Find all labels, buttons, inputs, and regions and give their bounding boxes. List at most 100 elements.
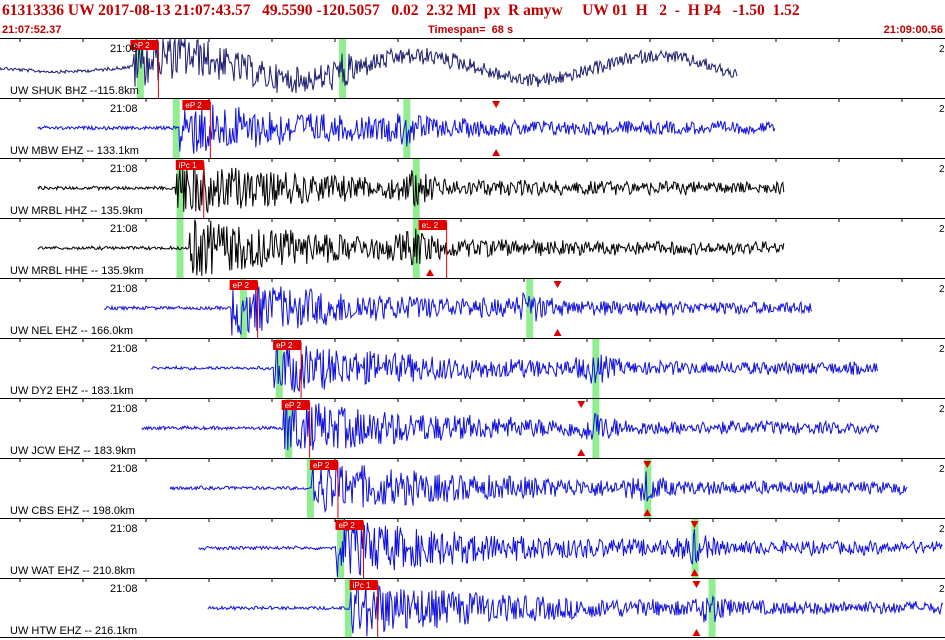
waveform-trace bbox=[37, 104, 776, 154]
channel-row[interactable]: eP 2 21:08 UW NEL EHZ -- 166.0km 2 bbox=[0, 278, 945, 338]
pick-marker[interactable] bbox=[229, 280, 258, 290]
station-label: UW JCW EHZ -- 183.9km bbox=[10, 445, 136, 457]
green-marker bbox=[176, 219, 184, 278]
green-marker bbox=[344, 579, 352, 638]
arrow-down-icon bbox=[577, 401, 586, 408]
row-right-label: 2 bbox=[939, 524, 945, 535]
start-time-label: 21:07:52.37 bbox=[2, 24, 62, 36]
green-marker bbox=[526, 279, 534, 338]
waveform-trace bbox=[151, 345, 879, 393]
waveform-trace bbox=[37, 162, 785, 213]
station-label: UW HTW EHZ -- 216.1km bbox=[10, 625, 137, 637]
pick-marker[interactable] bbox=[418, 220, 447, 230]
row-time-label: 21:08 bbox=[110, 343, 138, 355]
pick-marker[interactable] bbox=[175, 160, 204, 170]
pick-label: eP 2 bbox=[185, 101, 202, 110]
row-time-label: 21:08 bbox=[110, 163, 138, 175]
pick-label: eP 2 bbox=[276, 341, 293, 350]
arrow-down-icon bbox=[690, 521, 699, 528]
row-time-label: 21:08 bbox=[110, 403, 138, 415]
waveform-trace bbox=[37, 219, 785, 276]
arrow-up-icon bbox=[425, 269, 434, 276]
channel-row[interactable]: eP 2 21:08 UW MBW EHZ -- 133.1km 2 bbox=[0, 98, 945, 158]
channel-row[interactable]: eP 2 21:08 UW JCW EHZ -- 183.9km 2 bbox=[0, 398, 945, 458]
pick-label: eP 2 bbox=[285, 401, 302, 410]
station-label: UW SHUK BHZ --115.8km bbox=[10, 85, 139, 97]
row-time-label: 21:08 bbox=[110, 523, 138, 535]
row-time-label: 21:08 bbox=[110, 463, 138, 475]
timespan-label: Timespan= 68 s bbox=[428, 24, 514, 36]
row-right-label: 2 bbox=[939, 344, 945, 355]
green-marker bbox=[644, 459, 652, 518]
channel-row[interactable]: eP 2 21:08 UW DY2 EHZ -- 183.1km 2 bbox=[0, 338, 945, 398]
arrow-down-icon bbox=[492, 101, 501, 108]
end-time-label: 21:09:00.56 bbox=[883, 24, 943, 36]
channel-row[interactable]: eP 2 21:08 UW WAT EHZ -- 210.8km 2 bbox=[0, 518, 945, 578]
row-time-label: 21:08 bbox=[110, 43, 138, 55]
waveform-trace bbox=[104, 283, 813, 336]
arrow-up-icon bbox=[553, 329, 562, 336]
arrow-down-icon bbox=[692, 581, 701, 588]
green-marker bbox=[592, 339, 600, 398]
header-bar: 61313336 UW 2017-08-13 21:07:43.57 49.55… bbox=[0, 0, 945, 38]
row-right-label: 2 bbox=[939, 164, 945, 175]
row-time-label: 21:08 bbox=[110, 583, 138, 595]
arrow-up-icon bbox=[692, 629, 701, 636]
pick-marker[interactable] bbox=[309, 460, 338, 470]
row-right-label: 2 bbox=[939, 224, 945, 235]
green-marker bbox=[136, 39, 144, 98]
arrow-down-icon bbox=[425, 221, 434, 228]
row-time-label: 21:08 bbox=[110, 223, 138, 235]
pick-label: eP 2 bbox=[233, 281, 250, 290]
station-label: UW DY2 EHZ -- 183.1km bbox=[10, 385, 133, 397]
row-time-label: 21:08 bbox=[110, 103, 138, 115]
pick-marker[interactable] bbox=[281, 400, 310, 410]
pick-label: eP 2 bbox=[313, 461, 330, 470]
event-summary-title: 61313336 UW 2017-08-13 21:07:43.57 49.55… bbox=[2, 2, 800, 19]
pick-marker[interactable] bbox=[335, 520, 364, 530]
arrow-up-icon bbox=[690, 569, 699, 576]
green-marker bbox=[708, 579, 716, 638]
station-label: UW MRBL HHZ -- 135.9km bbox=[10, 205, 143, 217]
station-label: UW NEL EHZ -- 166.0km bbox=[10, 325, 133, 337]
pick-marker[interactable] bbox=[273, 340, 302, 350]
row-time-label: 21:08 bbox=[110, 283, 138, 295]
arrow-up-icon bbox=[492, 149, 501, 156]
pick-marker[interactable] bbox=[182, 100, 211, 110]
green-marker bbox=[306, 459, 314, 518]
pick-marker[interactable] bbox=[349, 580, 378, 590]
channel-row[interactable]: iPc 1 21:08 UW MRBL HHZ -- 135.9km 2 bbox=[0, 158, 945, 218]
row-right-label: 2 bbox=[939, 284, 945, 295]
waveform-trace bbox=[0, 38, 738, 94]
waveform-trace bbox=[141, 401, 880, 451]
station-label: UW MBW EHZ -- 133.1km bbox=[10, 145, 139, 157]
arrow-down-icon bbox=[553, 281, 562, 288]
pick-label: iPc 1 bbox=[353, 581, 371, 590]
pick-label: eP 2 bbox=[133, 41, 150, 50]
pick-marker[interactable] bbox=[130, 40, 159, 50]
arrow-up-icon bbox=[577, 449, 586, 456]
channel-row[interactable]: eP 2 21:08 UW CBS EHZ -- 198.0km 2 bbox=[0, 458, 945, 518]
arrow-down-icon bbox=[643, 461, 652, 468]
channel-row[interactable]: iPc 1 21:08 UW HTW EHZ -- 216.1km 2 bbox=[0, 578, 945, 638]
pick-label: eP 2 bbox=[338, 521, 355, 530]
green-marker bbox=[592, 399, 600, 458]
row-right-label: 2 bbox=[939, 44, 945, 55]
channel-row[interactable]: eP 221:08 UW SHUK BHZ --115.8km 2 bbox=[0, 38, 945, 98]
row-right-label: 2 bbox=[939, 104, 945, 115]
row-right-label: 2 bbox=[939, 584, 945, 595]
station-label: UW WAT EHZ -- 210.8km bbox=[10, 565, 135, 577]
pick-label: iPc 1 bbox=[179, 161, 197, 170]
waveform-trace bbox=[207, 581, 944, 637]
green-marker bbox=[403, 99, 411, 158]
station-label: UW MRBL HHE -- 135.9km bbox=[10, 265, 143, 277]
green-marker bbox=[176, 159, 184, 218]
row-right-label: 2 bbox=[939, 464, 945, 475]
station-label: UW CBS EHZ -- 198.0km bbox=[10, 505, 135, 517]
arrow-up-icon bbox=[643, 509, 652, 516]
waveform-trace bbox=[198, 518, 943, 578]
row-right-label: 2 bbox=[939, 404, 945, 415]
waveform-trace bbox=[169, 461, 908, 514]
